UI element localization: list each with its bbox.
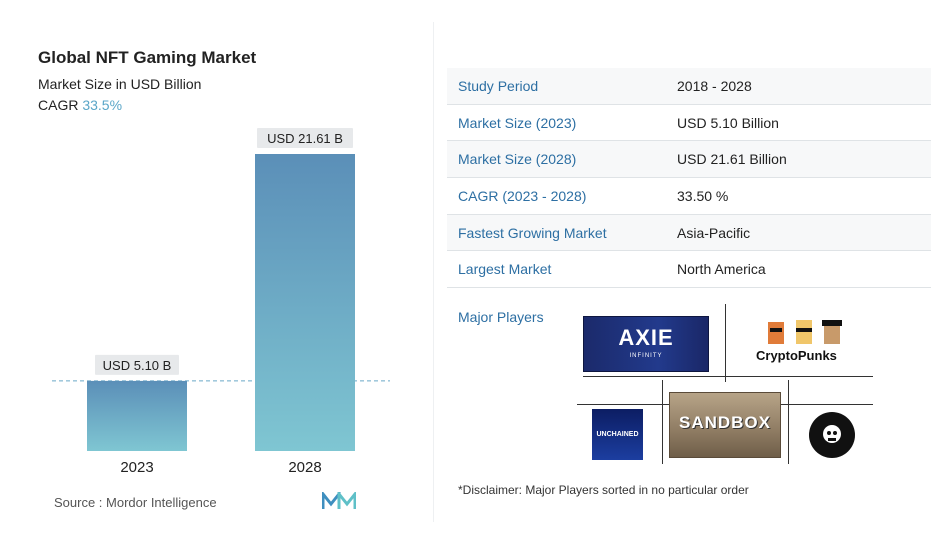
info-row: Fastest Growing Market Asia-Pacific: [447, 214, 931, 252]
unchained-text: UNCHAINED: [596, 431, 639, 438]
info-value: USD 21.61 Billion: [677, 151, 787, 168]
grid-line-vertical: [788, 380, 789, 464]
info-table: Study Period 2018 - 2028 Market Size (20…: [447, 68, 931, 289]
grid-line-vertical: [662, 380, 663, 464]
info-row: CAGR (2023 - 2028) 33.50 %: [447, 178, 931, 215]
major-players-title: Major Players: [458, 309, 544, 325]
info-value: Asia-Pacific: [677, 224, 751, 241]
x-tick-label: 2023: [120, 459, 153, 476]
bar-chart: USD 5.10 B 2023 USD 21.61 B 2028: [52, 128, 390, 476]
bar: [255, 154, 355, 451]
axie-infinity-logo: AXIE INFINITY: [583, 316, 709, 372]
data-label: USD 5.10 B: [103, 358, 172, 373]
info-row: Market Size (2023) USD 5.10 Billion: [447, 105, 931, 142]
ape-skull-icon: [809, 412, 855, 458]
info-value: North America: [677, 261, 766, 278]
chart-cagr: CAGR 33.5%: [38, 97, 122, 113]
mordor-logo-icon: [322, 492, 356, 509]
source-text: Source : Mordor Intelligence: [54, 495, 217, 510]
axie-logo-subtext: INFINITY: [629, 353, 663, 359]
info-value: USD 5.10 Billion: [677, 114, 779, 131]
cagr-value: 33.5%: [82, 97, 123, 113]
grid-line-vertical: [725, 304, 726, 382]
info-value: 33.50 %: [677, 188, 729, 205]
cryptopunks-logo: CryptoPunks: [752, 318, 862, 370]
info-value: 2018 - 2028: [677, 78, 752, 94]
chart-title: Global NFT Gaming Market: [38, 48, 257, 67]
chart-subtitle: Market Size in USD Billion: [38, 76, 202, 92]
data-label-box: [95, 354, 179, 375]
data-label: USD 21.61 B: [267, 131, 343, 146]
info-label: CAGR (2023 - 2028): [458, 188, 587, 205]
info-row: Study Period 2018 - 2028: [447, 68, 931, 105]
sandbox-text: SANDBOX: [678, 413, 771, 432]
disclaimer-text: *Disclaimer: Major Players sorted in no …: [458, 483, 749, 497]
info-label: Market Size (2023): [458, 114, 577, 131]
axie-logo-text: AXIE: [618, 325, 674, 350]
bar: [87, 380, 187, 451]
x-tick-label: 2028: [288, 459, 321, 476]
info-label: Market Size (2028): [458, 151, 577, 168]
punk-faces-icon: [768, 320, 842, 344]
unchained-logo: UNCHAINED: [592, 409, 643, 460]
data-label-box: [257, 128, 353, 148]
cagr-label: CAGR: [38, 97, 79, 113]
info-label: Largest Market: [458, 261, 552, 278]
panel-divider: [433, 22, 434, 522]
cryptopunks-text: CryptoPunks: [756, 348, 837, 363]
sandbox-logo: SANDBOX: [669, 392, 781, 458]
grid-line-horizontal: [583, 376, 873, 377]
info-row: Largest Market North America: [447, 251, 931, 289]
info-label: Fastest Growing Market: [458, 224, 607, 241]
info-row: Market Size (2028) USD 21.61 Billion: [447, 141, 931, 179]
info-label: Study Period: [458, 78, 539, 94]
